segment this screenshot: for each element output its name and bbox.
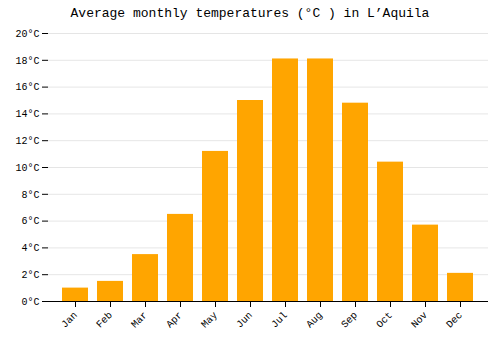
svg-text:May: May bbox=[199, 310, 220, 331]
svg-text:16°C: 16°C bbox=[15, 82, 39, 93]
svg-text:Jun: Jun bbox=[234, 310, 255, 331]
svg-text:0°C: 0°C bbox=[21, 297, 39, 308]
svg-text:Nov: Nov bbox=[409, 310, 430, 331]
svg-text:Aug: Aug bbox=[304, 310, 325, 331]
svg-text:2°C: 2°C bbox=[21, 270, 39, 281]
svg-text:Mar: Mar bbox=[129, 310, 150, 331]
svg-text:6°C: 6°C bbox=[21, 216, 39, 227]
svg-text:12°C: 12°C bbox=[15, 136, 39, 147]
svg-text:Dec: Dec bbox=[444, 310, 465, 331]
svg-text:Oct: Oct bbox=[374, 310, 395, 331]
svg-text:14°C: 14°C bbox=[15, 109, 39, 120]
svg-text:Sep: Sep bbox=[339, 310, 360, 331]
svg-text:10°C: 10°C bbox=[15, 163, 39, 174]
svg-text:8°C: 8°C bbox=[21, 190, 39, 201]
html-text:Average monthly temperatures (: Average monthly temperatures (°C ) in L’… bbox=[70, 6, 430, 21]
svg-text:4°C: 4°C bbox=[21, 243, 39, 254]
svg-text:Feb: Feb bbox=[94, 310, 115, 331]
svg-text:20°C: 20°C bbox=[15, 29, 39, 40]
svg-text:Jul: Jul bbox=[269, 310, 290, 331]
svg-text:Apr: Apr bbox=[164, 310, 185, 331]
svg-text:Jan: Jan bbox=[59, 310, 80, 331]
svg-text:18°C: 18°C bbox=[15, 56, 39, 67]
